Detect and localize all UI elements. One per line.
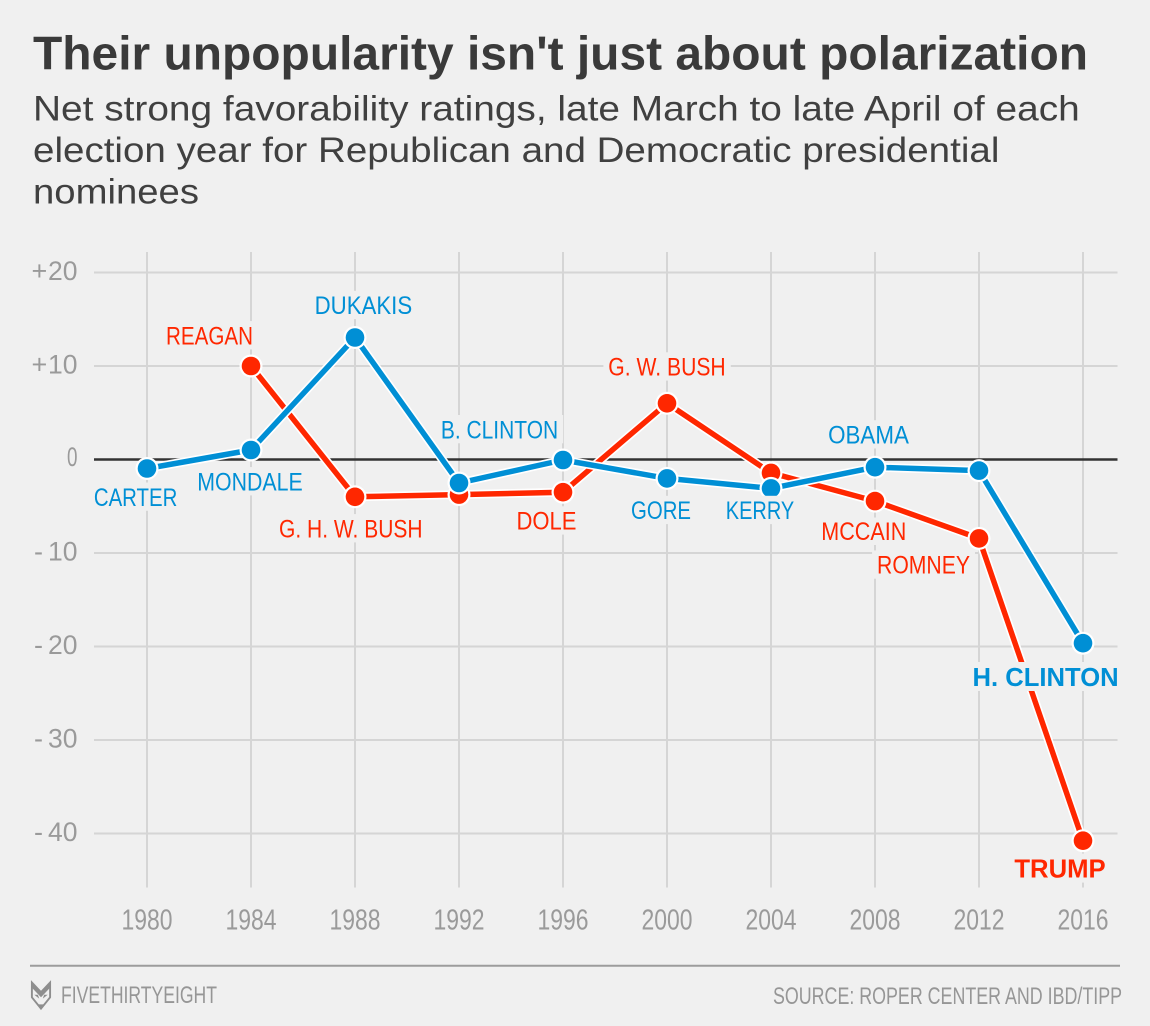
svg-text:SOURCE: ROPER CENTER AND IBD/T: SOURCE: ROPER CENTER AND IBD/TIPP [773, 983, 1122, 1010]
svg-text:20: 20 [48, 256, 78, 286]
svg-text:2012: 2012 [954, 905, 1005, 937]
svg-text:10: 10 [48, 350, 78, 380]
svg-text:KERRY: KERRY [726, 497, 795, 525]
svg-text:1996: 1996 [538, 905, 589, 937]
svg-text:2004: 2004 [746, 905, 797, 937]
svg-text:MONDALE: MONDALE [197, 468, 302, 496]
svg-text:1988: 1988 [330, 905, 381, 937]
svg-text:Their unpopularity isn't just: Their unpopularity isn't just about pola… [33, 27, 1088, 80]
svg-text:1980: 1980 [122, 905, 173, 937]
svg-text:0: 0 [67, 442, 78, 472]
svg-text:-: - [34, 724, 43, 754]
svg-text:20: 20 [48, 630, 78, 660]
svg-text:H. CLINTON: H. CLINTON [973, 662, 1119, 692]
svg-text:+: + [32, 256, 48, 286]
svg-text:G. H. W. BUSH: G. H. W. BUSH [279, 515, 423, 543]
svg-text:MCCAIN: MCCAIN [821, 518, 906, 546]
svg-text:election year for Republican a: election year for Republican and Democra… [33, 131, 999, 170]
svg-text:+: + [32, 350, 48, 380]
svg-text:2008: 2008 [850, 905, 901, 937]
svg-text:FIVETHIRTYEIGHT: FIVETHIRTYEIGHT [61, 982, 217, 1009]
svg-text:ROMNEY: ROMNEY [877, 552, 970, 580]
svg-text:2016: 2016 [1058, 905, 1109, 937]
svg-text:nominees: nominees [33, 172, 199, 211]
svg-text:TRUMP: TRUMP [1014, 854, 1105, 884]
svg-text:10: 10 [48, 537, 78, 567]
svg-text:GORE: GORE [631, 497, 691, 525]
svg-text:DOLE: DOLE [517, 508, 577, 536]
svg-text:-: - [34, 630, 43, 660]
svg-text:-: - [34, 817, 43, 847]
svg-text:DUKAKIS: DUKAKIS [315, 292, 413, 320]
svg-text:2000: 2000 [642, 905, 693, 937]
svg-text:40: 40 [48, 817, 78, 847]
svg-text:REAGAN: REAGAN [166, 322, 253, 350]
svg-text:G. W. BUSH: G. W. BUSH [608, 354, 725, 382]
svg-text:OBAMA: OBAMA [828, 422, 909, 450]
svg-text:1992: 1992 [434, 905, 485, 937]
svg-text:1984: 1984 [226, 905, 277, 937]
svg-text:-: - [34, 537, 43, 567]
svg-text:B. CLINTON: B. CLINTON [441, 416, 558, 444]
svg-text:Net strong favorability rating: Net strong favorability ratings, late Ma… [33, 89, 1080, 128]
svg-text:CARTER: CARTER [94, 484, 178, 512]
svg-text:30: 30 [48, 724, 78, 754]
